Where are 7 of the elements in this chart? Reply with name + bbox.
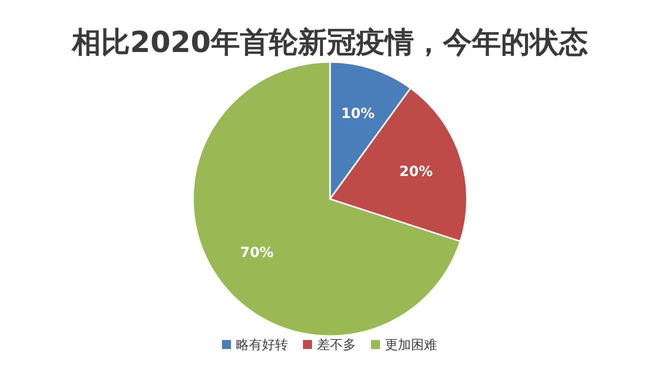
data-label: 20%	[399, 164, 433, 180]
data-label: 10%	[341, 106, 375, 122]
legend-label: 略有好转	[236, 338, 288, 353]
chart-title: 相比2020年首轮新冠疫情，今年的状态	[71, 25, 588, 59]
legend-label: 差不多	[317, 338, 356, 353]
legend-label: 更加困难	[385, 338, 437, 353]
data-label: 70%	[240, 245, 274, 262]
